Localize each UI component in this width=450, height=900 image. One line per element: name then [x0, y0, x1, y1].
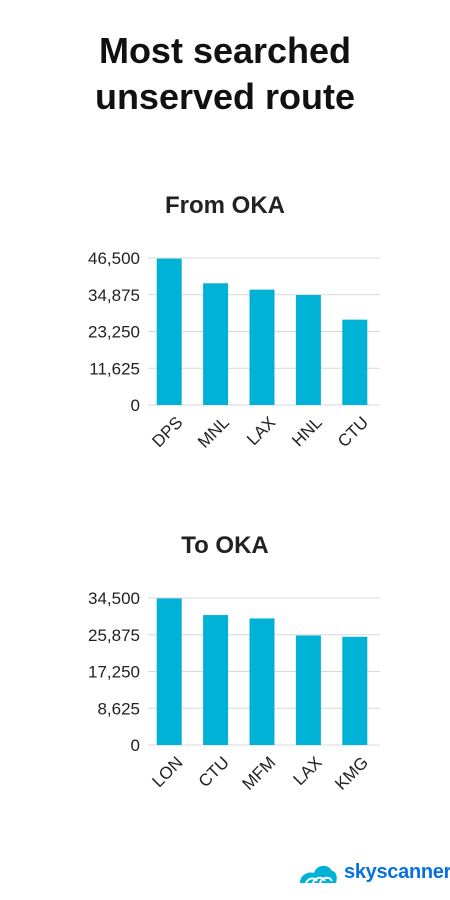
- y-tick-label: 8,625: [97, 699, 140, 718]
- x-tick-label: MFM: [239, 753, 280, 794]
- to-oka-bar-chart: 0 8,625 17,250 25,875 34,500 LON CTU MFM LAX KMG: [88, 589, 380, 794]
- x-tick-label: HNL: [288, 413, 325, 450]
- bar: [249, 618, 275, 745]
- y-tick-label: 0: [131, 736, 140, 755]
- y-tick-label: 34,500: [88, 589, 140, 608]
- bar: [249, 289, 275, 405]
- x-tick-label: LAX: [243, 413, 279, 449]
- bar: [156, 598, 182, 745]
- bar: [295, 294, 321, 405]
- x-tick-label: DPS: [148, 413, 186, 451]
- from-oka-bar-chart: 0 11,625 23,250 34,875 46,500 DPS MNL LAX HNL CTU: [88, 249, 380, 452]
- bar: [342, 636, 368, 745]
- logo-text: skyscanner: [344, 860, 450, 883]
- x-tick-label: KMG: [331, 753, 372, 794]
- x-tick-label: CTU: [195, 753, 233, 791]
- page-title-line2: unserved route: [94, 76, 356, 117]
- from-oka-chart-title: From OKA: [165, 192, 285, 219]
- y-tick-label: 46,500: [88, 249, 140, 268]
- y-tick-label: 17,250: [88, 663, 140, 682]
- bar: [295, 635, 321, 745]
- x-tick-label: MNL: [194, 413, 233, 452]
- y-tick-label: 11,625: [89, 359, 140, 378]
- y-tick-label: 34,875: [88, 286, 140, 305]
- page-title: Most searched unserved route: [0, 28, 450, 120]
- page-title-line1: Most searched: [98, 30, 352, 71]
- y-tick-label: 0: [131, 396, 140, 415]
- bar: [203, 615, 229, 745]
- y-tick-label: 23,250: [88, 323, 140, 342]
- x-tick-label: CTU: [334, 413, 372, 451]
- x-tick-label: LAX: [290, 753, 326, 789]
- to-oka-chart-title: To OKA: [181, 532, 269, 559]
- x-tick-label: LON: [148, 753, 186, 791]
- cloud-sunrise-icon: [300, 865, 337, 884]
- bar: [342, 319, 368, 405]
- bar: [203, 283, 229, 405]
- bar: [156, 258, 182, 405]
- y-tick-label: 25,875: [88, 626, 140, 645]
- skyscanner-logo: skyscanner: [296, 852, 450, 892]
